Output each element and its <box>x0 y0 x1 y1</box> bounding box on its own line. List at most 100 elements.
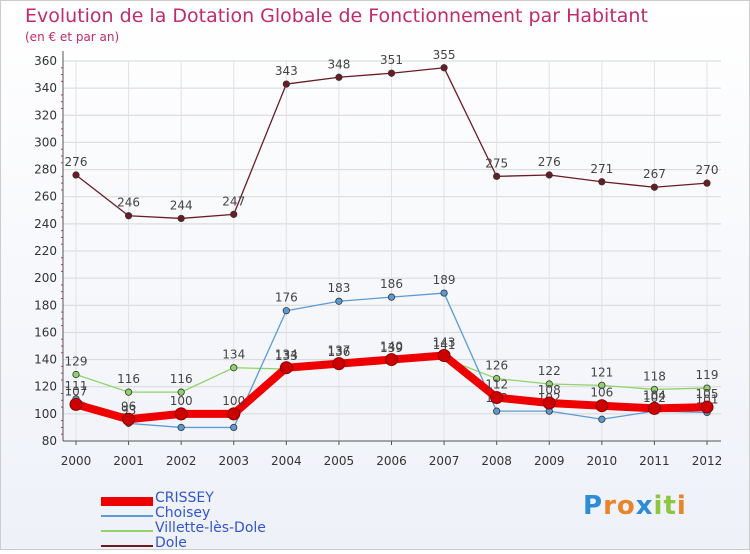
y-tick-label: 240 <box>34 217 57 231</box>
data-label-villette-l-s-dole: 133 <box>275 349 298 363</box>
data-point-dole <box>650 183 659 191</box>
x-tick-label: 2003 <box>218 454 249 468</box>
data-point-crissey <box>437 349 451 362</box>
legend-label: Dole <box>155 535 187 551</box>
data-label-villette-l-s-dole: 116 <box>117 372 140 386</box>
data-point-dole <box>230 210 238 218</box>
data-label-dole: 351 <box>380 53 403 67</box>
data-label-dole: 348 <box>327 57 350 71</box>
data-point-crissey <box>227 407 241 421</box>
data-label-choisey: 111 <box>65 379 88 393</box>
data-label-dole: 355 <box>433 48 456 62</box>
data-point-crissey <box>700 400 714 414</box>
data-label-crissey: 96 <box>121 399 136 413</box>
data-label-dole: 271 <box>590 162 613 176</box>
y-tick-label: 100 <box>34 407 57 421</box>
data-label-villette-l-s-dole: 122 <box>538 364 561 378</box>
data-point-choisey <box>598 415 606 423</box>
data-point-villette-l-s-dole <box>177 388 185 396</box>
x-tick-label: 2010 <box>587 454 618 468</box>
data-point-dole <box>703 179 711 187</box>
data-label-villette-l-s-dole: 118 <box>643 369 666 383</box>
y-tick-label: 80 <box>42 434 57 448</box>
data-label-dole: 244 <box>170 198 193 212</box>
data-point-dole <box>335 73 343 81</box>
data-point-villette-l-s-dole <box>124 388 133 396</box>
legend-label: CRISSEY <box>155 490 214 506</box>
data-label-choisey: 183 <box>327 281 350 295</box>
data-label-choisey: 186 <box>380 277 403 291</box>
data-label-villette-l-s-dole: 119 <box>696 368 719 382</box>
data-label-crissey: 140 <box>380 340 403 354</box>
data-label-villette-l-s-dole: 121 <box>590 365 613 379</box>
data-label-villette-l-s-dole: 126 <box>485 359 508 373</box>
data-label-crissey: 106 <box>590 386 613 400</box>
data-label-choisey: 93 <box>121 403 136 417</box>
y-tick-label: 120 <box>34 380 57 394</box>
data-label-villette-l-s-dole: 139 <box>380 341 403 355</box>
data-label-crissey: 105 <box>696 387 719 401</box>
data-label-dole: 276 <box>65 155 88 169</box>
data-label-dole: 267 <box>643 167 666 181</box>
legend-swatch <box>101 515 153 517</box>
y-tick-label: 200 <box>34 271 57 285</box>
data-label-villette-l-s-dole: 134 <box>222 348 245 362</box>
data-point-dole <box>598 178 606 186</box>
y-tick-label: 360 <box>34 54 57 68</box>
data-label-crissey: 100 <box>222 394 245 408</box>
y-tick-label: 180 <box>34 298 57 312</box>
data-label-crissey: 137 <box>327 344 350 358</box>
proxiti-logo: Proxiti <box>583 491 687 521</box>
data-point-villette-l-s-dole <box>230 364 238 372</box>
data-point-choisey <box>177 423 185 432</box>
data-point-dole <box>282 80 290 88</box>
data-label-choisey: 102 <box>643 391 666 405</box>
data-point-crissey <box>385 353 398 367</box>
chart-title: Evolution de la Dotation Globale de Fonc… <box>25 5 648 27</box>
data-label-dole: 275 <box>485 156 508 170</box>
data-point-crissey <box>490 391 504 405</box>
y-tick-label: 160 <box>34 325 57 339</box>
data-label-villette-l-s-dole: 129 <box>65 355 88 369</box>
data-point-crissey <box>332 357 346 371</box>
data-label-crissey: 104 <box>643 388 666 402</box>
data-point-choisey <box>282 307 290 315</box>
data-label-crissey: 112 <box>485 378 508 392</box>
logo-letter: i <box>676 491 687 521</box>
data-label-choisey: 176 <box>275 291 298 305</box>
x-tick-label: 2006 <box>376 454 407 468</box>
chart-subtitle: (en € et par an) <box>25 30 120 44</box>
legend-swatch <box>101 496 153 506</box>
x-tick-label: 2007 <box>429 454 460 468</box>
x-tick-label: 2001 <box>113 454 144 468</box>
data-label-choisey: 189 <box>433 273 456 287</box>
legend-swatch <box>101 530 153 532</box>
x-tick-label: 2008 <box>481 454 512 468</box>
data-point-dole <box>493 172 501 180</box>
data-label-dole: 247 <box>222 194 245 208</box>
data-label-dole: 276 <box>538 155 561 169</box>
logo-letter: P <box>583 491 604 521</box>
data-point-crissey <box>122 412 136 426</box>
logo-letter: t <box>663 491 677 521</box>
data-point-dole <box>387 69 396 77</box>
logo-letter: r <box>603 491 617 521</box>
y-tick-label: 140 <box>34 353 57 367</box>
data-point-villette-l-s-dole <box>598 381 606 389</box>
data-point-crissey <box>279 361 293 375</box>
y-tick-label: 220 <box>34 244 57 258</box>
data-point-choisey <box>230 423 238 432</box>
data-label-dole: 246 <box>117 196 140 210</box>
data-point-choisey <box>440 289 448 297</box>
x-tick-label: 2004 <box>271 454 302 468</box>
y-tick-label: 340 <box>34 81 57 95</box>
data-point-choisey <box>335 297 343 305</box>
data-point-crissey <box>69 397 83 411</box>
data-label-dole: 343 <box>275 64 298 78</box>
data-label-villette-l-s-dole: 116 <box>170 372 193 386</box>
data-point-crissey <box>174 407 188 421</box>
data-point-crissey <box>595 399 609 413</box>
data-point-villette-l-s-dole <box>703 384 711 392</box>
data-point-dole <box>72 171 80 179</box>
